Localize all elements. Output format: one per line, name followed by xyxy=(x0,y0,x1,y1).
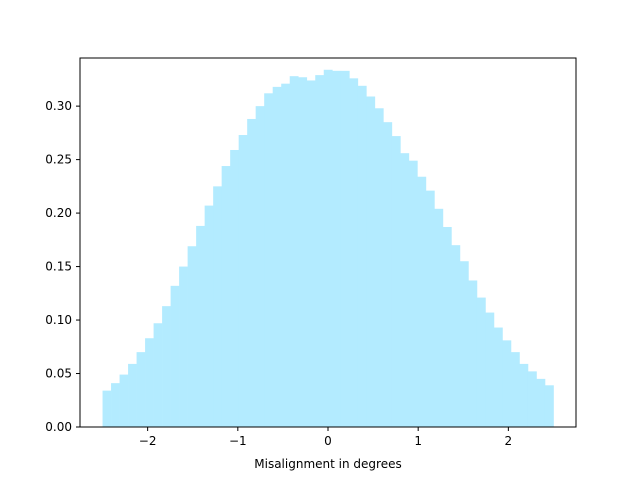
histogram-bar xyxy=(442,226,452,427)
histogram-bar xyxy=(519,363,529,427)
histogram-bar xyxy=(102,390,112,427)
y-axis: 0.00 0.05 0.10 0.15 0.20 0.25 0.30 xyxy=(45,99,80,434)
histogram-bar xyxy=(332,70,342,427)
histogram-bar xyxy=(451,245,461,427)
y-tick-label: 0.05 xyxy=(45,367,72,381)
y-tick-label: 0.20 xyxy=(45,206,72,220)
bars-group xyxy=(102,69,554,428)
x-axis-label: Misalignment in degrees xyxy=(254,457,401,471)
histogram-bar xyxy=(315,75,325,428)
x-axis: −2 −1 0 1 2 xyxy=(139,427,512,448)
x-tick-label: −1 xyxy=(229,434,247,448)
histogram-bar xyxy=(298,77,308,427)
histogram-bar xyxy=(544,385,554,427)
x-tick-label: 1 xyxy=(414,434,422,448)
histogram-bar xyxy=(255,106,265,427)
histogram-bar xyxy=(119,374,129,427)
histogram-bar xyxy=(136,352,146,427)
histogram-bar xyxy=(357,85,367,427)
histogram-bar xyxy=(170,285,180,427)
histogram-bar xyxy=(281,83,291,428)
histogram-bar xyxy=(162,306,171,427)
histogram-bar xyxy=(536,378,546,427)
histogram-bar xyxy=(238,135,248,427)
histogram-bar xyxy=(468,280,478,427)
histogram-bar xyxy=(425,190,435,427)
histogram-bar xyxy=(128,363,137,427)
histogram-bar xyxy=(179,266,188,427)
histogram-bar xyxy=(502,340,512,427)
histogram-bar xyxy=(221,166,231,427)
histogram-bar xyxy=(408,160,418,427)
histogram-bar xyxy=(459,261,469,427)
y-tick-label: 0.30 xyxy=(45,99,72,113)
histogram-bar xyxy=(527,371,537,427)
x-tick-label: 2 xyxy=(505,434,513,448)
histogram-bar xyxy=(230,149,240,428)
y-tick-label: 0.25 xyxy=(45,153,72,167)
histogram-bar xyxy=(323,69,333,428)
histogram-bar xyxy=(213,186,223,427)
y-tick-label: 0.10 xyxy=(45,313,72,327)
histogram-bar xyxy=(145,338,154,427)
histogram-bar xyxy=(196,225,205,427)
histogram-bar xyxy=(289,76,299,428)
histogram-bar xyxy=(247,118,257,427)
histogram-bar xyxy=(476,297,486,427)
histogram-bar xyxy=(510,352,520,427)
histogram-bar xyxy=(493,327,503,427)
histogram-bar xyxy=(340,70,350,427)
y-tick-label: 0.00 xyxy=(45,420,72,434)
x-tick-label: 0 xyxy=(324,434,332,448)
histogram-bar xyxy=(187,246,197,427)
histogram-bar xyxy=(272,86,282,427)
x-tick-label: −2 xyxy=(139,434,157,448)
histogram-bar xyxy=(204,205,214,427)
histogram-bar xyxy=(349,78,359,427)
histogram-bar xyxy=(374,108,384,428)
histogram-bar xyxy=(391,136,401,427)
histogram-bar xyxy=(485,312,495,427)
histogram-bar xyxy=(417,176,427,427)
histogram-bar xyxy=(306,80,316,428)
histogram-bar xyxy=(434,208,444,427)
histogram-bar xyxy=(400,153,410,427)
histogram-bar xyxy=(111,383,120,427)
histogram-bar xyxy=(366,96,376,427)
histogram-bar xyxy=(264,93,274,428)
histogram-bar xyxy=(383,122,393,428)
y-tick-label: 0.15 xyxy=(45,260,72,274)
histogram-bar xyxy=(153,323,163,427)
